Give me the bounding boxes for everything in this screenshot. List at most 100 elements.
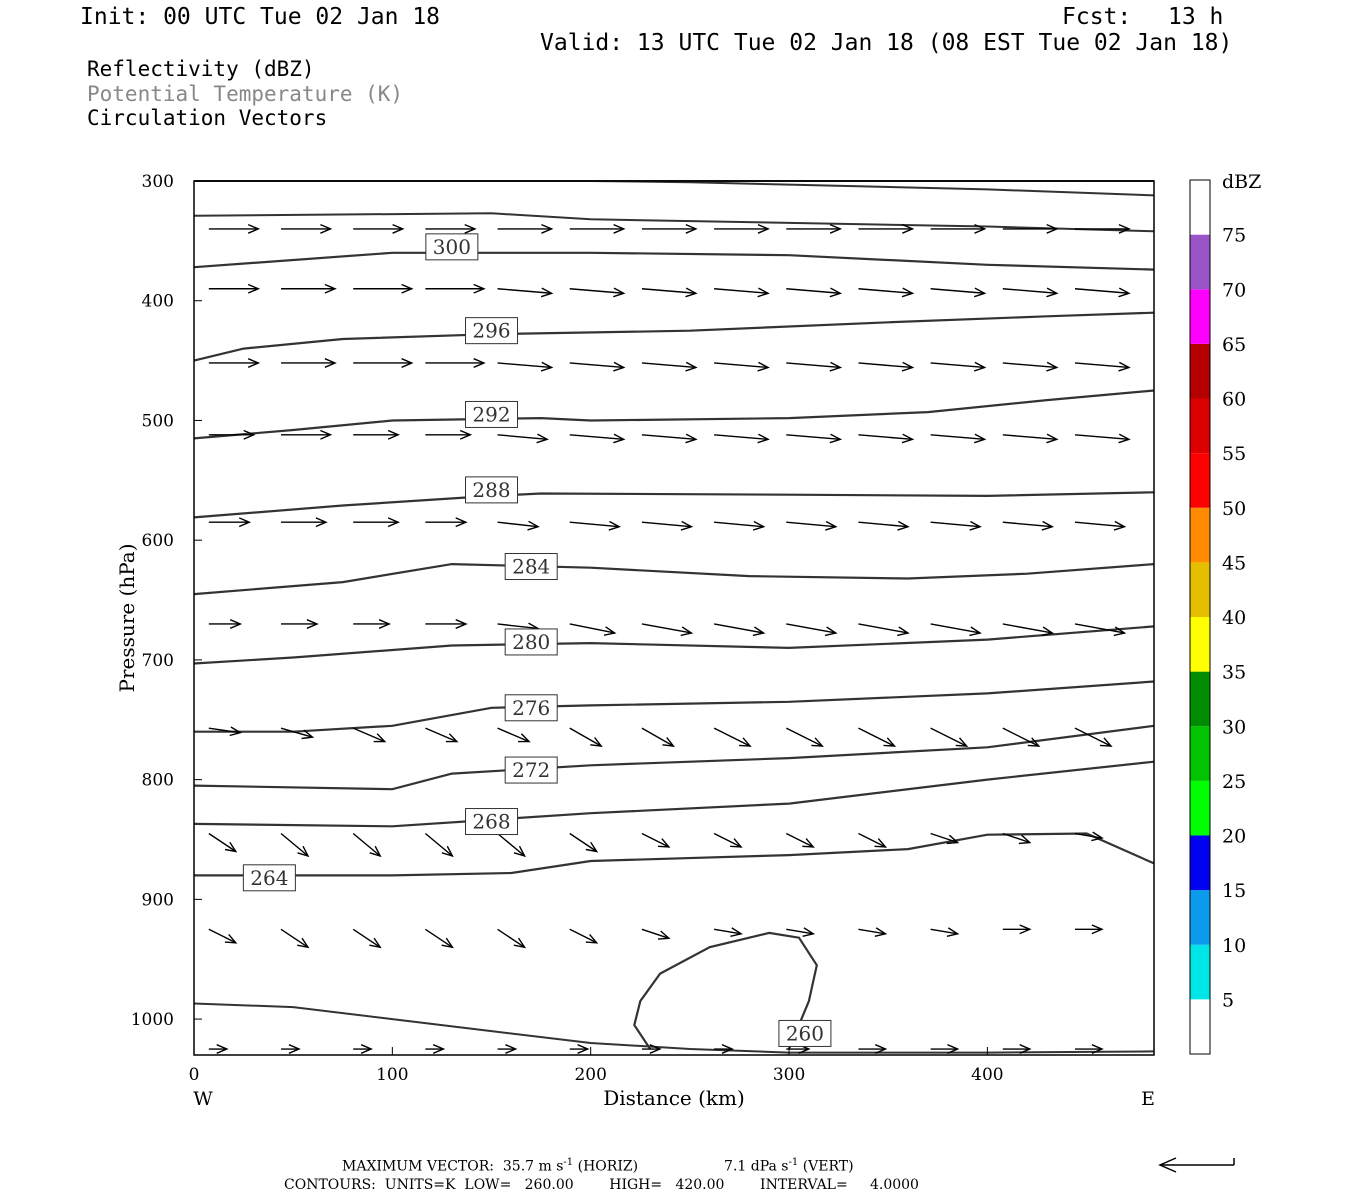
- circulation-vector: [786, 362, 841, 369]
- circulation-vector: [569, 623, 615, 634]
- circulation-vector-head: [441, 937, 454, 949]
- circulation-vector-head: [1118, 223, 1131, 234]
- circulation-vector-head: [1046, 433, 1059, 444]
- plot-frame: [193, 180, 1155, 1056]
- circulation-vector-head: [473, 358, 486, 368]
- circulation-vector: [1074, 362, 1130, 369]
- circulation-vector-head: [590, 736, 603, 747]
- circulation-vector-head: [901, 433, 915, 444]
- y-tick-label: 500: [142, 411, 174, 431]
- circulation-vector-head: [662, 736, 675, 747]
- circulation-vector: [786, 928, 814, 935]
- valid-time: Valid: 13 UTC Tue 02 Jan 18 (08 EST Tue …: [540, 30, 1233, 56]
- circulation-vector: [1002, 623, 1053, 634]
- circulation-vector-head: [369, 845, 382, 858]
- contour-label: 288: [472, 478, 510, 502]
- circulation-vector: [858, 434, 913, 441]
- contour-label: 284: [512, 555, 550, 579]
- y-tick-label: 300: [142, 172, 174, 192]
- y-tick-label: 400: [142, 292, 174, 312]
- circulation-vector-head: [1113, 520, 1127, 531]
- contour-line: [193, 1002, 1155, 1054]
- colorbar-swatch: [1190, 944, 1210, 1000]
- circulation-vector-head: [897, 626, 910, 637]
- circulation-vector: [569, 521, 620, 528]
- contour-line-276: [194, 680, 1155, 733]
- circulation-vector: [497, 362, 552, 369]
- circulation-vector-head: [613, 433, 626, 444]
- circulation-vector-head: [829, 287, 843, 298]
- x-axis-ticks: 0 100 200 300 400: [189, 1047, 1004, 1085]
- circulation-vector-head: [297, 845, 310, 858]
- circulation-vector-head: [577, 1044, 590, 1054]
- y-axis-ticks: 300 400 500 600 700 800 900 1000: [131, 172, 202, 1030]
- circulation-vector: [280, 727, 313, 738]
- circulation-vector-head: [973, 361, 987, 372]
- circulation-vector-head: [680, 520, 694, 531]
- circulation-vector-head: [505, 1044, 518, 1054]
- circulation-vector: [930, 362, 985, 369]
- contour-label-box: [504, 628, 558, 656]
- max-vector-vertical: 7.1 dPa s: [724, 1158, 789, 1175]
- circulation-vector-head: [757, 361, 770, 372]
- contour-label: 268: [472, 810, 510, 834]
- circulation-vector-head: [1091, 831, 1104, 842]
- circulation-vector-head: [224, 933, 238, 944]
- contour-label-box: [504, 694, 558, 722]
- colorbar-swatch: [1190, 180, 1210, 235]
- circulation-vector: [1074, 623, 1125, 634]
- variable-vectors: Circulation Vectors: [87, 106, 328, 130]
- circulation-vector-head: [320, 429, 333, 440]
- circulation-vector: [208, 727, 241, 734]
- circulation-vector-head: [1118, 433, 1131, 444]
- circulation-vector-head: [243, 429, 256, 440]
- colorbar-level-label: 20: [1222, 826, 1246, 848]
- y-tick-label: 1000: [131, 1010, 174, 1030]
- circulation-vector-head: [752, 626, 766, 637]
- variable-theta: Potential Temperature (K): [87, 82, 404, 106]
- circulation-vector-head: [901, 287, 915, 298]
- contour-line-260: [633, 931, 818, 1050]
- circulation-vector-head: [297, 937, 310, 949]
- contour-line-284: [193, 562, 1155, 596]
- circulation-vector: [1002, 521, 1053, 528]
- circulation-vector-head: [613, 287, 626, 298]
- circulation-vector-head: [802, 927, 816, 937]
- circulation-vector-head: [320, 223, 333, 234]
- contour-labels: 300 296 292 288 284 280 276 272 268 264 260: [242, 233, 832, 1047]
- circulation-vector: [713, 928, 742, 935]
- circulation-vector: [424, 928, 453, 948]
- circulation-vector: [1002, 362, 1057, 369]
- circulation-vector-head: [902, 223, 915, 234]
- max-vector-vertical-unit: (VERT): [802, 1158, 854, 1175]
- circulation-vector-head: [541, 223, 554, 234]
- circulation-vector: [930, 521, 981, 528]
- x-axis-east-label: E: [1141, 1088, 1155, 1110]
- circulation-vector-head: [401, 283, 414, 294]
- contour-label-box: [465, 476, 519, 504]
- circulation-vector: [858, 928, 886, 935]
- circulation-vector: [641, 362, 696, 369]
- circulation-vector: [714, 521, 764, 528]
- circulation-vector-head: [1091, 1044, 1104, 1054]
- colorbar-level-label: 75: [1222, 225, 1246, 247]
- circulation-vector-head: [1046, 223, 1059, 234]
- max-vector-horizontal-exponent: -1: [563, 1157, 574, 1168]
- circulation-vector-head: [1027, 737, 1041, 747]
- circulation-vector-head: [947, 1044, 960, 1054]
- circulation-vector: [858, 521, 909, 528]
- circulation-vector: [786, 434, 841, 441]
- circulation-vector-head: [946, 834, 960, 845]
- contour-label-box: [778, 1019, 832, 1047]
- circulation-vector: [497, 623, 539, 630]
- circulation-vector: [713, 623, 764, 634]
- contour-label: 260: [786, 1021, 824, 1045]
- colorbar-swatch: [1190, 999, 1210, 1054]
- contour-line: [193, 212, 1155, 233]
- circulation-vector: [497, 434, 548, 441]
- circulation-vector: [280, 832, 309, 857]
- circulation-vector-head: [685, 223, 698, 234]
- circulation-vector: [641, 288, 696, 294]
- circulation-vector-head: [441, 845, 454, 858]
